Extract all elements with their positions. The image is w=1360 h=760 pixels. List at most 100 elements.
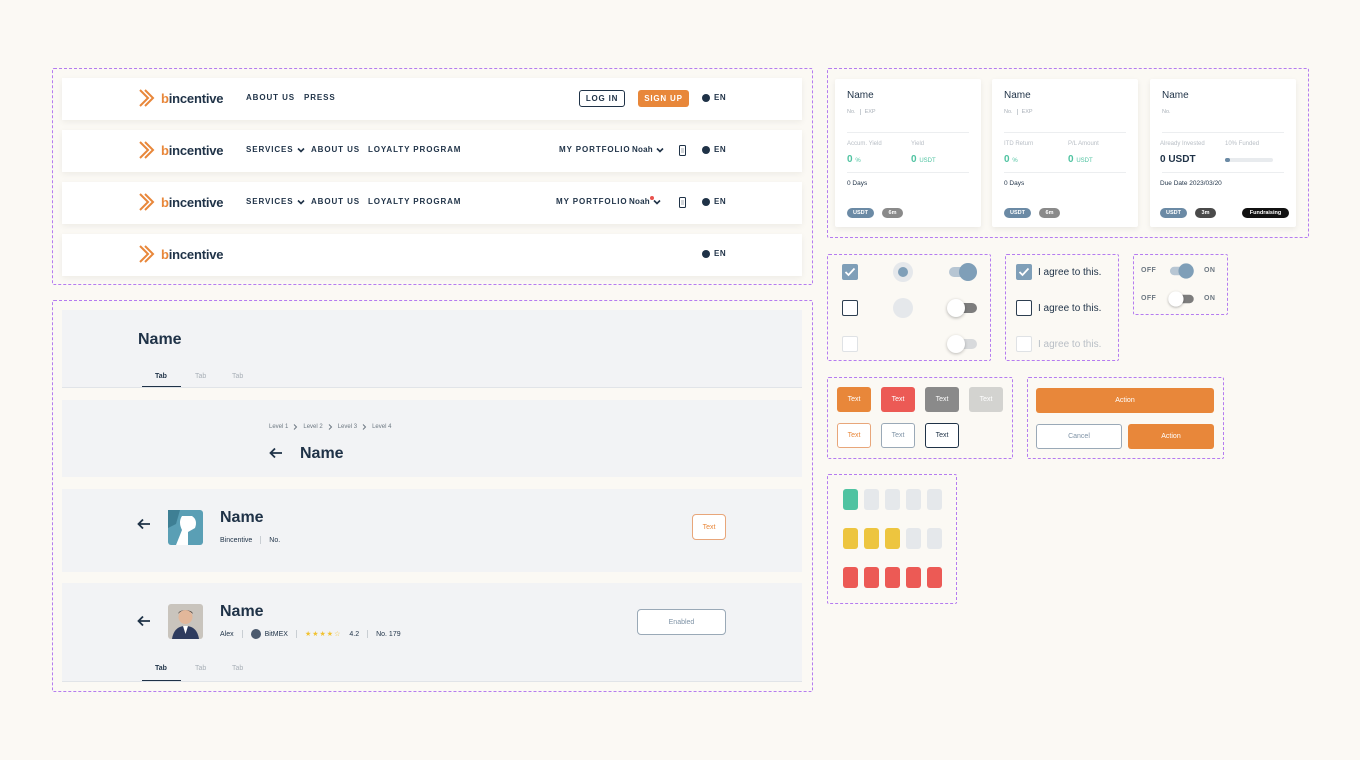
language-selector[interactable]: EN bbox=[702, 249, 726, 258]
navbar-user-notification: bincentive SERVICES ABOUT US LOYALTY PRO… bbox=[62, 182, 802, 224]
page-header-tabs: Name Tab Tab Tab bbox=[62, 310, 802, 388]
toggle-on[interactable] bbox=[947, 263, 977, 281]
language-selector[interactable]: EN bbox=[702, 145, 726, 154]
stat-label-2: Yield bbox=[911, 141, 925, 147]
radio-selected[interactable] bbox=[893, 262, 913, 282]
card-title: Name bbox=[1162, 90, 1189, 101]
nav-loyalty-program[interactable]: LOYALTY PROGRAM bbox=[368, 145, 462, 154]
nav-press[interactable]: PRESS bbox=[304, 93, 336, 102]
enabled-button[interactable]: Enabled bbox=[637, 609, 726, 635]
tab-1[interactable]: Tab bbox=[155, 373, 167, 380]
action-buttons-frame bbox=[1027, 377, 1224, 459]
chevron-right-icon bbox=[294, 424, 298, 430]
nav-my-portfolio[interactable]: MY PORTFOLIO bbox=[556, 197, 628, 206]
text-button-orange-outline[interactable]: Text bbox=[837, 423, 871, 448]
text-button-orange[interactable]: Text bbox=[837, 387, 871, 412]
back-arrow-icon[interactable] bbox=[269, 447, 283, 459]
user-menu[interactable]: Noah bbox=[629, 197, 661, 206]
nav-about-us[interactable]: ABOUT US bbox=[311, 145, 360, 154]
signup-button[interactable]: SIGN UP bbox=[638, 90, 689, 107]
login-button[interactable]: LOG IN bbox=[579, 90, 625, 107]
tab-2[interactable]: Tab bbox=[195, 373, 207, 380]
card-subtitle: No. bbox=[1162, 109, 1171, 115]
back-arrow-icon[interactable] bbox=[137, 518, 151, 530]
tab-3[interactable]: Tab bbox=[232, 373, 244, 380]
tab-1[interactable]: Tab bbox=[155, 665, 167, 672]
checkbox-checked[interactable] bbox=[842, 264, 858, 280]
bincentive-logo-icon bbox=[139, 193, 155, 211]
level-swatch bbox=[906, 528, 921, 549]
tab-2[interactable]: Tab bbox=[195, 665, 207, 672]
strategy-card-fundraising[interactable]: Name No. Already Invested 10% Funded 0 U… bbox=[1150, 79, 1296, 227]
breadcrumb-level-2[interactable]: Level 2 bbox=[303, 424, 323, 430]
level-swatch bbox=[885, 567, 900, 588]
exchange-icon bbox=[250, 629, 261, 639]
tag-currency: USDT bbox=[847, 208, 874, 218]
card-divider bbox=[1004, 172, 1126, 173]
stat-value-1: 0 % bbox=[847, 154, 861, 165]
nav-my-portfolio[interactable]: MY PORTFOLIO bbox=[559, 145, 631, 154]
breadcrumb: Level 1 Level 2 Level 3 Level 4 bbox=[269, 424, 391, 430]
language-selector[interactable]: EN bbox=[702, 93, 726, 102]
nav-services[interactable]: SERVICES bbox=[246, 197, 305, 206]
card-subtitle: No. EXP bbox=[1004, 109, 1033, 115]
tab-3[interactable]: Tab bbox=[232, 665, 244, 672]
chevron-down-icon bbox=[296, 199, 305, 205]
nav-services[interactable]: SERVICES bbox=[246, 145, 305, 154]
globe-icon bbox=[702, 145, 710, 154]
level-swatch bbox=[864, 567, 879, 588]
level-swatch bbox=[843, 489, 858, 510]
switch-on[interactable] bbox=[1168, 263, 1194, 279]
text-button-dark-outline[interactable]: Text bbox=[925, 423, 959, 448]
stat-label-2: P/L Amount bbox=[1068, 141, 1099, 147]
card-variants-frame bbox=[827, 68, 1309, 238]
mobile-app-icon[interactable] bbox=[679, 145, 686, 156]
header-text-button[interactable]: Text bbox=[692, 514, 726, 540]
action-button-wide[interactable]: Action bbox=[1036, 388, 1214, 413]
action-button[interactable]: Action bbox=[1128, 424, 1214, 449]
checkbox-disabled bbox=[842, 336, 858, 352]
mobile-app-icon[interactable] bbox=[679, 197, 686, 208]
radio-unselected[interactable] bbox=[893, 298, 913, 318]
navbar-guest: bincentive ABOUT US PRESS LOG IN SIGN UP… bbox=[62, 78, 802, 120]
brand-logo[interactable]: bincentive bbox=[138, 191, 224, 213]
agree-checkbox-checked[interactable] bbox=[1016, 264, 1032, 280]
stat-label-1: Accum. Yield bbox=[847, 141, 882, 147]
breadcrumb-level-1[interactable]: Level 1 bbox=[269, 424, 289, 430]
text-button-red[interactable]: Text bbox=[881, 387, 915, 412]
strategy-card-return[interactable]: Name No. EXP ITD Return P/L Amount 0 % 0 … bbox=[992, 79, 1138, 227]
brand-logo[interactable]: bincentive bbox=[138, 87, 224, 109]
text-button-slate-outline[interactable]: Text bbox=[881, 423, 915, 448]
checkbox-unchecked[interactable] bbox=[842, 300, 858, 316]
brand-logo[interactable]: bincentive bbox=[138, 139, 224, 161]
toggle-off[interactable] bbox=[947, 299, 977, 317]
tag-period: 3m bbox=[1195, 208, 1216, 218]
check-icon bbox=[1018, 267, 1030, 277]
user-menu[interactable]: Noah bbox=[632, 145, 664, 154]
level-swatch bbox=[843, 567, 858, 588]
strategy-card-yield[interactable]: Name No. EXP Accum. Yield Yield 0 % 0 USD… bbox=[835, 79, 981, 227]
nav-about-us[interactable]: ABOUT US bbox=[311, 197, 360, 206]
back-arrow-icon[interactable] bbox=[137, 615, 151, 627]
controls-frame bbox=[827, 254, 991, 361]
card-divider bbox=[847, 132, 969, 133]
page-title: Name bbox=[138, 331, 182, 348]
text-button-grey[interactable]: Text bbox=[925, 387, 959, 412]
nav-about-us[interactable]: ABOUT US bbox=[246, 93, 295, 102]
brand-name: bincentive bbox=[161, 142, 224, 158]
funding-progress-bar bbox=[1225, 158, 1273, 162]
globe-icon bbox=[702, 93, 710, 102]
brand-logo[interactable]: bincentive bbox=[138, 243, 224, 265]
agree-checkbox-unchecked[interactable] bbox=[1016, 300, 1032, 316]
breadcrumb-level-4[interactable]: Level 4 bbox=[372, 424, 392, 430]
switch-off[interactable] bbox=[1168, 291, 1194, 307]
labelled-checkbox-frame bbox=[1005, 254, 1119, 361]
language-selector[interactable]: EN bbox=[702, 197, 726, 206]
user-avatar bbox=[168, 604, 203, 639]
level-swatch bbox=[927, 489, 942, 510]
chevron-down-icon bbox=[656, 147, 664, 153]
breadcrumb-level-3[interactable]: Level 3 bbox=[337, 424, 358, 430]
nav-loyalty-program[interactable]: LOYALTY PROGRAM bbox=[368, 197, 462, 206]
cancel-button[interactable]: Cancel bbox=[1036, 424, 1122, 449]
text-button-disabled: Text bbox=[969, 387, 1003, 412]
